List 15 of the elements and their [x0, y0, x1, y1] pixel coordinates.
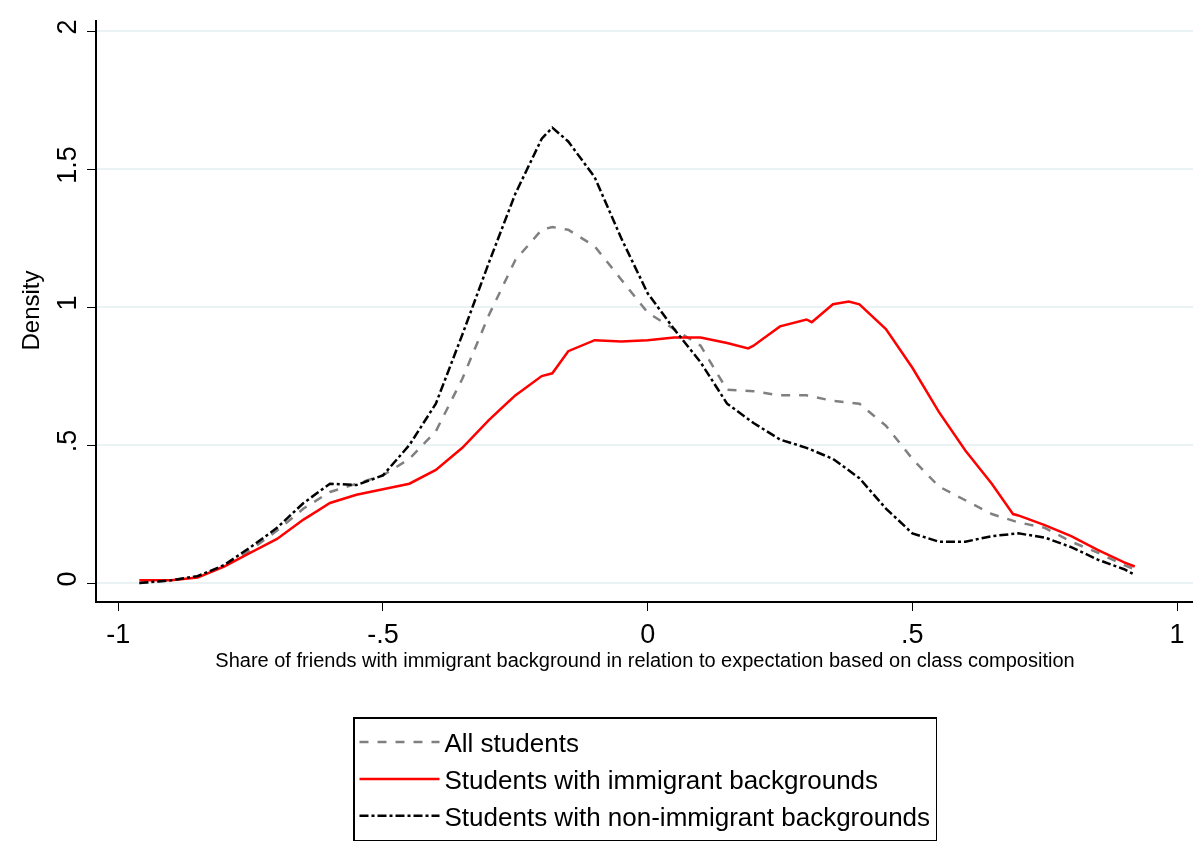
legend-label: Students with non-immigrant backgrounds — [444, 801, 931, 832]
y-tick-label: 2 — [52, 19, 83, 35]
x-tick-label: 1 — [1169, 619, 1185, 650]
x-tick-label: .5 — [901, 619, 924, 650]
x-tick-label: 0 — [640, 619, 656, 650]
y-tick-label: 1.5 — [52, 146, 83, 184]
legend-label: Students with immigrant backgrounds — [444, 765, 879, 796]
y-tick-label: 1 — [52, 295, 83, 311]
x-axis-title: Share of friends with immigrant background in relation to expectation based on class composition — [215, 649, 1075, 672]
y-tick-label: 0 — [52, 571, 83, 587]
legend-label: All students — [444, 728, 579, 759]
y-axis-title: Density — [17, 270, 45, 351]
x-tick-label: -.5 — [367, 619, 399, 650]
x-tick-label: -1 — [106, 619, 131, 650]
y-tick-label: .5 — [52, 429, 83, 453]
